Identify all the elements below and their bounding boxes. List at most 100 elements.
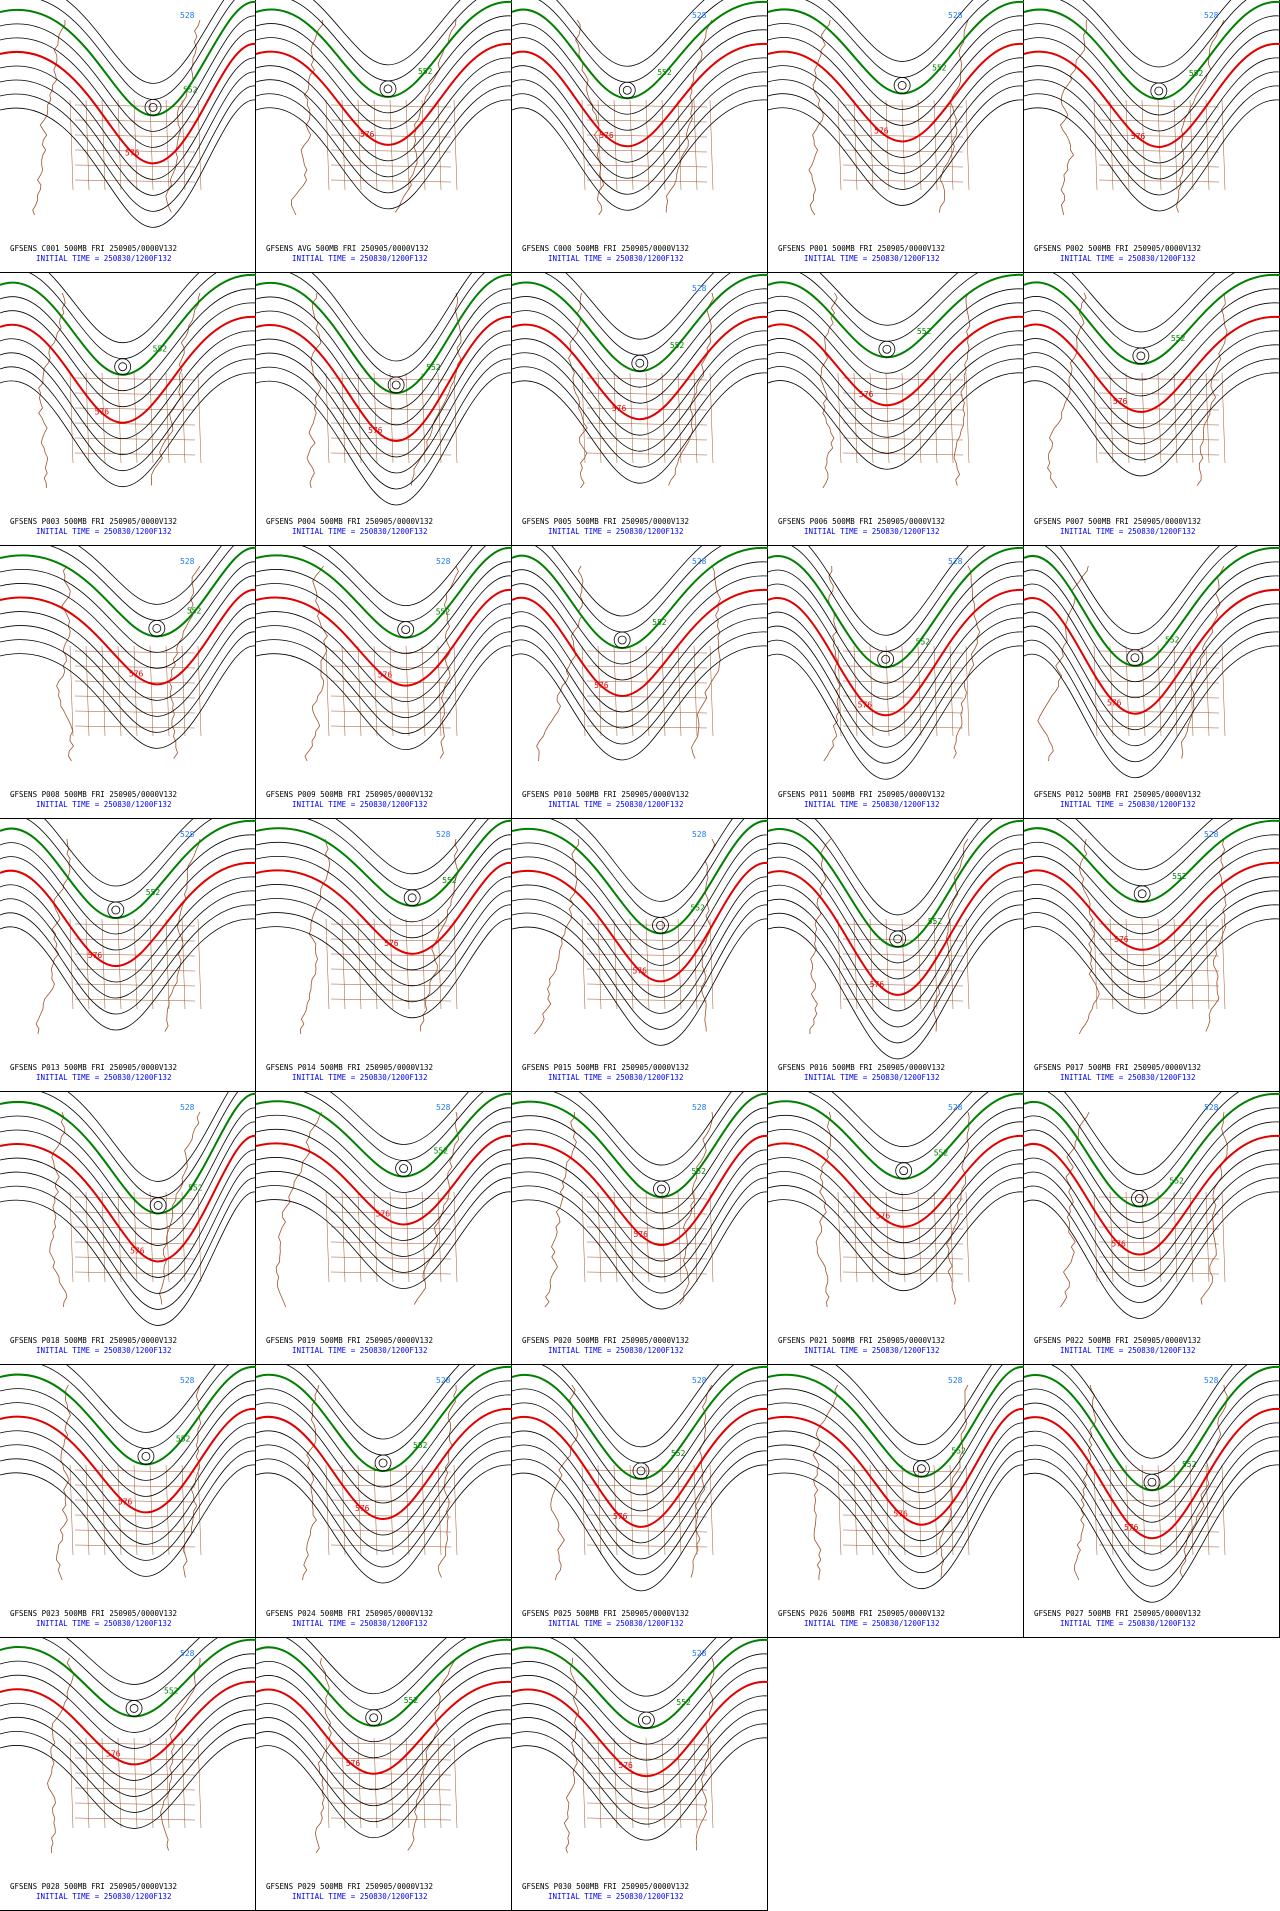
contour [256, 1107, 512, 1193]
state-border [74, 1772, 196, 1776]
state-border [373, 99, 378, 191]
state-border [330, 134, 452, 138]
state-border [181, 1191, 186, 1283]
contour [1024, 876, 1280, 967]
map-panel: 576 552 528 GFSENS P005 500MB FRI 250905/00… [512, 273, 768, 546]
coastline [1074, 1384, 1097, 1581]
contour [256, 1191, 512, 1289]
contour [512, 273, 768, 373]
contour-label: 576 [1114, 935, 1129, 944]
state-border [693, 1464, 698, 1556]
contour [1024, 315, 1280, 413]
contour [512, 1723, 768, 1825]
low-center [107, 901, 125, 919]
state-border [693, 372, 698, 464]
contour [0, 876, 256, 983]
panel-subtitle: INITIAL TIME = 250830/1200F132 [548, 1073, 683, 1082]
contour [1024, 85, 1280, 196]
contour [768, 1121, 1024, 1212]
state-border [357, 1464, 362, 1556]
state-border [1098, 923, 1220, 927]
contour-label: 576 [88, 951, 103, 960]
low-center [641, 1715, 651, 1725]
low-center [129, 1704, 139, 1713]
map: 576 552 528 GFSENS P028 500MB FRI 250905/00… [0, 1638, 256, 1901]
state-border [149, 645, 154, 737]
panel-title: GFSENS P026 500MB FRI 250905/0000V132 [778, 1609, 945, 1618]
state-border [613, 918, 618, 1010]
state-border [1098, 665, 1220, 669]
contour [0, 575, 256, 669]
state-border [330, 1271, 452, 1275]
contour [0, 99, 256, 228]
contour-label: 552 [436, 608, 451, 617]
state-border [181, 372, 186, 464]
contour [1024, 1450, 1280, 1587]
state-border [901, 99, 906, 191]
low-center [636, 1466, 646, 1476]
state-border [586, 1226, 708, 1230]
map: 576 552 528 GFSENS P030 500MB FRI 250905/00… [512, 1638, 768, 1901]
contour [0, 273, 256, 376]
contour-label: 552 [652, 618, 667, 627]
contour [48, 273, 200, 344]
state-border [677, 1737, 682, 1829]
coastline [1060, 19, 1087, 216]
state-border [597, 645, 602, 737]
state-border [629, 645, 634, 737]
low-center [1132, 347, 1150, 365]
contour [256, 1667, 512, 1759]
contour [256, 890, 512, 987]
low-center [111, 905, 121, 915]
coastline [35, 838, 71, 1035]
low-center [365, 1709, 383, 1727]
coastline [690, 1384, 713, 1578]
contour [1024, 1422, 1280, 1555]
state-border [1189, 1191, 1194, 1283]
contour [512, 1407, 768, 1528]
state-border [421, 918, 426, 1010]
state-border [181, 99, 186, 191]
low-center [897, 81, 907, 90]
state-border [586, 968, 708, 972]
map-panel: 576 552 GFSENS P007 500MB FRI 250905/0000V… [1024, 273, 1280, 546]
state-border [661, 1737, 666, 1829]
panel-subtitle: INITIAL TIME = 250830/1200F132 [36, 1892, 171, 1901]
state-border [1098, 1226, 1220, 1230]
contour [1024, 848, 1280, 935]
contour-label: 576 [618, 1761, 633, 1770]
contour-label: 552 [183, 85, 198, 94]
state-border [1098, 725, 1220, 729]
low-center [144, 98, 162, 116]
contour [0, 1407, 256, 1514]
contour-label: 528 [692, 830, 707, 839]
state-border [74, 710, 196, 714]
panel-subtitle: INITIAL TIME = 250830/1200F132 [1060, 800, 1195, 809]
state-border [949, 645, 954, 737]
contour-label: 552 [932, 63, 947, 72]
state-border [842, 1211, 964, 1215]
contour [512, 1163, 768, 1278]
map: 576 552 528 GFSENS P005 500MB FRI 250905/00… [512, 273, 768, 536]
contour [1024, 603, 1280, 731]
contour-label: 528 [180, 11, 195, 20]
contour [1064, 1092, 1222, 1175]
state-border [117, 1191, 122, 1283]
state-border [1189, 918, 1194, 1010]
state-border [165, 645, 170, 737]
coastline [165, 19, 201, 213]
state-border [1093, 372, 1098, 464]
map: 576 552 528 GFSENS P026 500MB FRI 250905/00… [768, 1365, 1024, 1628]
state-border [842, 134, 964, 138]
contour [1024, 1380, 1280, 1507]
map-panel: 576 552 528 GFSENS P018 500MB FRI 250905/00… [0, 1092, 256, 1365]
contour [0, 1667, 256, 1749]
map: 576 552 GFSENS P006 500MB FRI 250905/0000V… [768, 273, 1024, 536]
contour [1024, 344, 1280, 445]
panel-title: GFSENS P004 500MB FRI 250905/0000V132 [266, 517, 433, 526]
state-border [341, 918, 346, 1010]
state-border [330, 1256, 452, 1260]
contour [256, 1638, 512, 1727]
contour-label: 528 [436, 557, 451, 566]
contour [512, 918, 768, 1046]
